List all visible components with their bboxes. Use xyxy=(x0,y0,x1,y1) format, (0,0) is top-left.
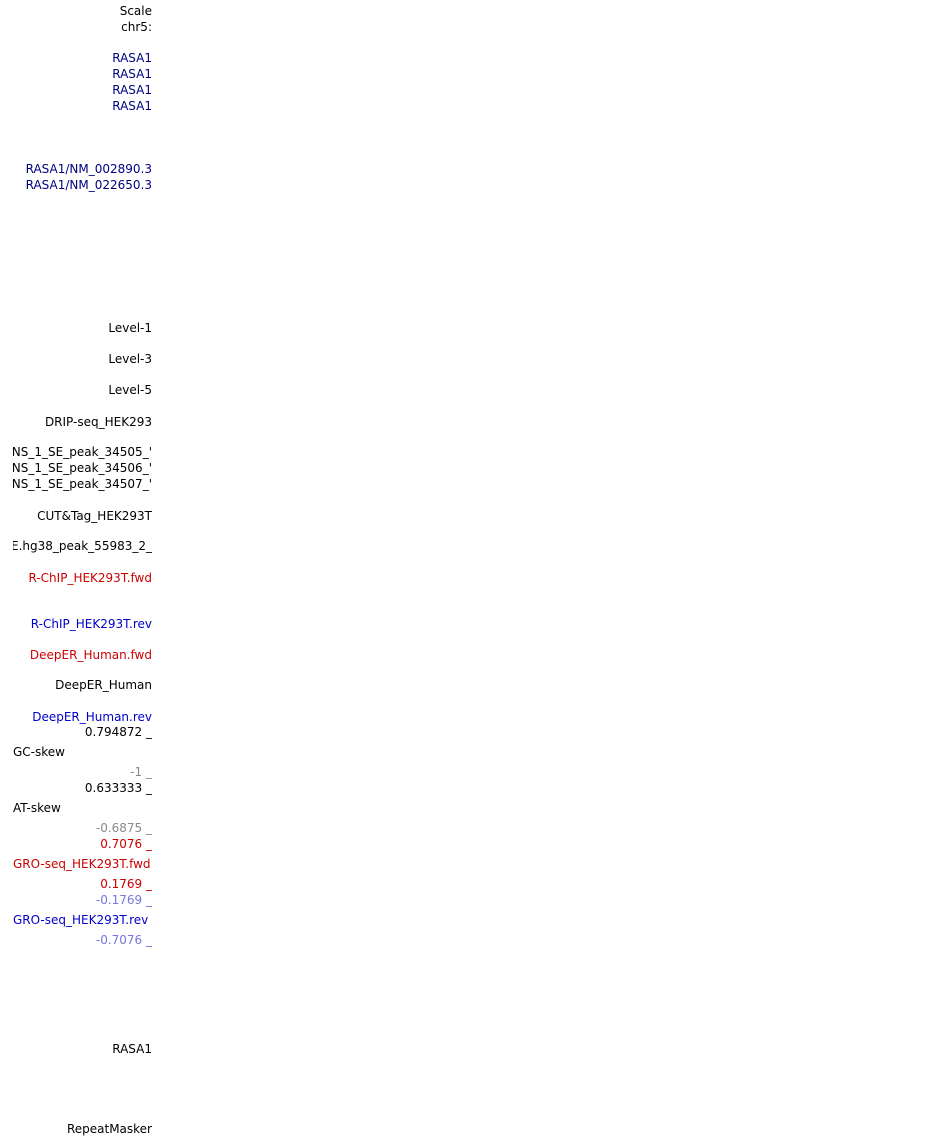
gro-rev-max-value: -0.1769 _ xyxy=(95,893,152,907)
gro-fwd-min-value: 0.1769 _ xyxy=(100,877,152,891)
gro-rev-min-value: -0.7076 _ xyxy=(95,933,152,947)
track-label-level-5[interactable]: Level-5 xyxy=(108,383,152,397)
track-label-rchip-rev[interactable]: R-ChIP_HEK293T.rev xyxy=(30,617,152,631)
track-label-gc-skew[interactable]: GC-skew xyxy=(13,745,65,759)
track-label-level-1[interactable]: Level-1 xyxy=(108,321,152,335)
track-label-column: Scale chr5: RASA1 RASA1 RASA1 RASA1 RASA… xyxy=(0,0,152,1137)
peak-label[interactable]: '_NS_1_SE_peak_34506 xyxy=(13,461,152,475)
peak-label[interactable]: '_NS_1_SE_peak_34505 xyxy=(13,445,152,459)
chromosome-label: chr5: xyxy=(121,20,152,34)
gene-label[interactable]: RASA1 xyxy=(112,67,152,81)
transcript-label[interactable]: RASA1/NM_022650.3 xyxy=(25,178,152,192)
peak-label[interactable]: '_NS_1_SE_peak_34507 xyxy=(13,477,152,491)
track-label-deeper[interactable]: DeepER_Human xyxy=(55,678,152,692)
track-label-at-skew[interactable]: AT-skew xyxy=(13,801,61,815)
scale-label: Scale xyxy=(119,4,152,18)
track-label-level-3[interactable]: Level-3 xyxy=(108,352,152,366)
at-skew-max-value: 0.633333 _ xyxy=(84,781,152,795)
at-skew-min-value: -0.6875 _ xyxy=(95,821,152,835)
track-label-gro-seq-fwd[interactable]: GRO-seq_HEK293T.fwd xyxy=(13,857,151,871)
gro-fwd-max-value: 0.7076 _ xyxy=(100,837,152,851)
track-label-cut-and-tag[interactable]: CUT&Tag_HEK293T xyxy=(37,509,152,523)
gc-skew-max-value: 0.794872 _ xyxy=(84,725,152,739)
gc-skew-min-value: -1 _ xyxy=(130,765,152,779)
track-label-rchip-fwd[interactable]: R-ChIP_HEK293T.fwd xyxy=(28,571,153,585)
track-label-deeper-rev[interactable]: DeepER_Human.rev xyxy=(32,710,152,724)
track-display-area[interactable] xyxy=(152,0,950,1137)
gene-label[interactable]: RASA1 xyxy=(112,83,152,97)
track-label-gro-seq-rev[interactable]: GRO-seq_HEK293T.rev xyxy=(13,913,149,927)
track-label-repeatmasker[interactable]: RepeatMasker xyxy=(66,1122,152,1136)
gene-label[interactable]: RASA1 xyxy=(112,99,152,113)
track-label-drip-seq[interactable]: DRIP-seq_HEK293 xyxy=(44,415,152,429)
track-label-deeper-fwd[interactable]: DeepER_Human.fwd xyxy=(29,648,152,662)
transcript-label[interactable]: RASA1/NM_002890.3 xyxy=(25,162,152,176)
track-label-gene[interactable]: RASA1 xyxy=(112,1042,152,1056)
peak-label[interactable]: _2_PE.hg38_peak_55983 xyxy=(13,539,152,553)
gene-label[interactable]: RASA1 xyxy=(112,51,152,65)
